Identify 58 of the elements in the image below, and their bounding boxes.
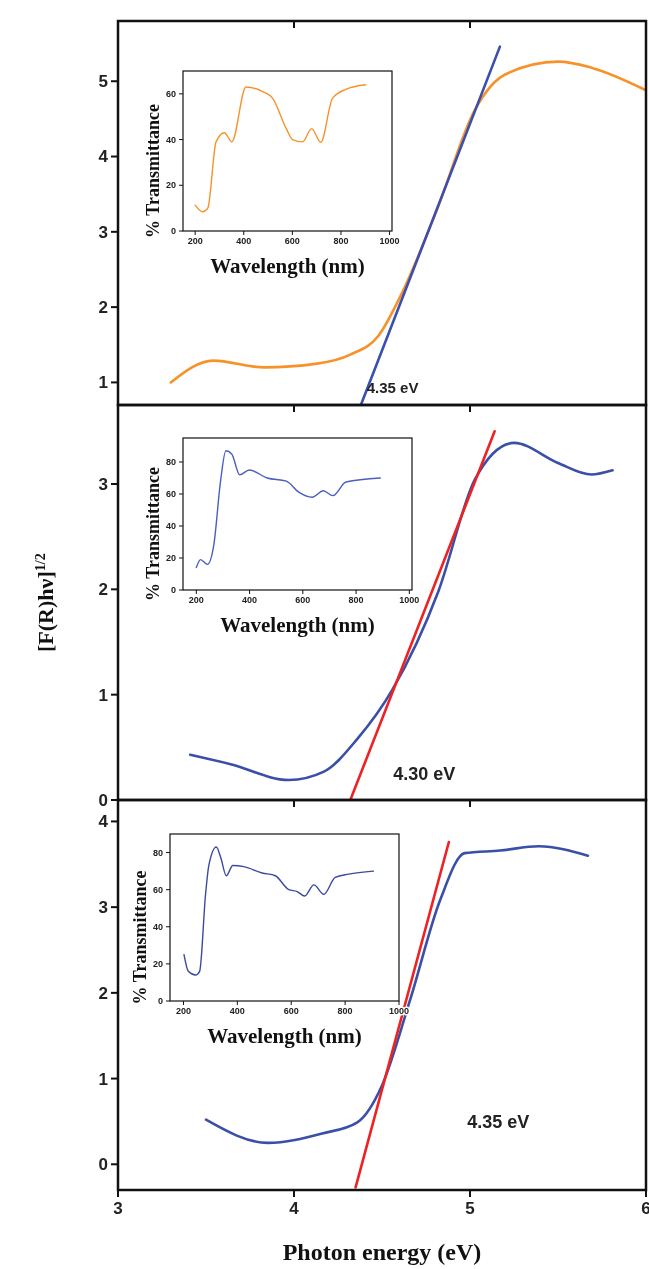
line-series (204, 844, 590, 1145)
x-tick-label: 400 (236, 236, 252, 246)
x-tick-label: 200 (188, 595, 204, 605)
x-axis-title: Wavelength (nm) (220, 613, 375, 637)
y-tick-label: 40 (165, 134, 176, 145)
y-tick-label: 2 (98, 983, 108, 1003)
y-tick-label: 2 (98, 580, 108, 600)
y-axis-title: % Transmittance (143, 104, 163, 238)
x-axis-title: Wavelength (nm) (210, 254, 365, 278)
y-tick-label: 20 (165, 553, 176, 564)
y-tick-label: 4 (98, 812, 109, 832)
y-tick-label: 0 (170, 226, 176, 237)
y-tick-label: 0 (170, 585, 176, 596)
x-tick-label: 1000 (399, 595, 420, 605)
x-axis-title: Photon energy (eV) (282, 1239, 482, 1265)
line-series (195, 450, 382, 569)
y-tick-label: 5 (98, 72, 108, 92)
line-series (183, 846, 375, 976)
x-tick-label: 5 (465, 1199, 475, 1218)
x-tick-label: 400 (229, 1006, 245, 1016)
x-axis-title: Wavelength (nm) (207, 1024, 362, 1048)
x-tick-label: 200 (175, 1006, 191, 1016)
y-axis-title: % Transmittance (130, 870, 150, 1005)
y-tick-label: 80 (165, 457, 176, 468)
annotation: 4.35 eV (366, 379, 419, 397)
y-tick-label: 1 (98, 1069, 108, 1089)
y-tick-label: 40 (152, 921, 163, 932)
x-tick-label: 4 (289, 1199, 300, 1218)
y-tick-label: 4 (98, 147, 109, 167)
x-tick-label: 800 (333, 236, 349, 246)
y-tick-label: 3 (98, 898, 108, 918)
y-tick-label: 60 (165, 89, 176, 100)
y-tick-label: 3 (98, 474, 108, 494)
x-tick-label: 600 (283, 1006, 299, 1016)
y-tick-label: 0 (157, 996, 163, 1007)
y-tick-label: 1 (98, 685, 108, 705)
x-tick-label: 800 (337, 1006, 353, 1016)
y-tick-label: 40 (165, 521, 176, 532)
y-axis-title: % Transmittance (143, 467, 163, 601)
y-tick-label: 20 (152, 959, 163, 970)
y-tick-label: 1 (98, 373, 108, 393)
x-tick-label: 800 (348, 595, 364, 605)
x-tick-label: 200 (187, 236, 203, 246)
y-tick-label: 2 (98, 298, 108, 318)
x-tick-label: 1000 (379, 236, 400, 246)
y-tick-label: 80 (152, 847, 163, 858)
y-tick-label: 0 (98, 790, 108, 810)
x-tick-label: 400 (242, 595, 258, 605)
y-tick-label: 60 (152, 884, 163, 895)
y-tick-label: 0 (98, 1155, 108, 1175)
y-tick-label: 20 (165, 180, 176, 191)
x-tick-label: 600 (295, 595, 311, 605)
annotation: 4.35 eV (467, 1111, 530, 1132)
line-series (194, 84, 367, 213)
x-tick-label: 600 (284, 236, 300, 246)
annotation: 4.30 eV (393, 764, 456, 785)
y-tick-label: 60 (165, 489, 176, 500)
x-tick-label: 3 (113, 1199, 123, 1218)
